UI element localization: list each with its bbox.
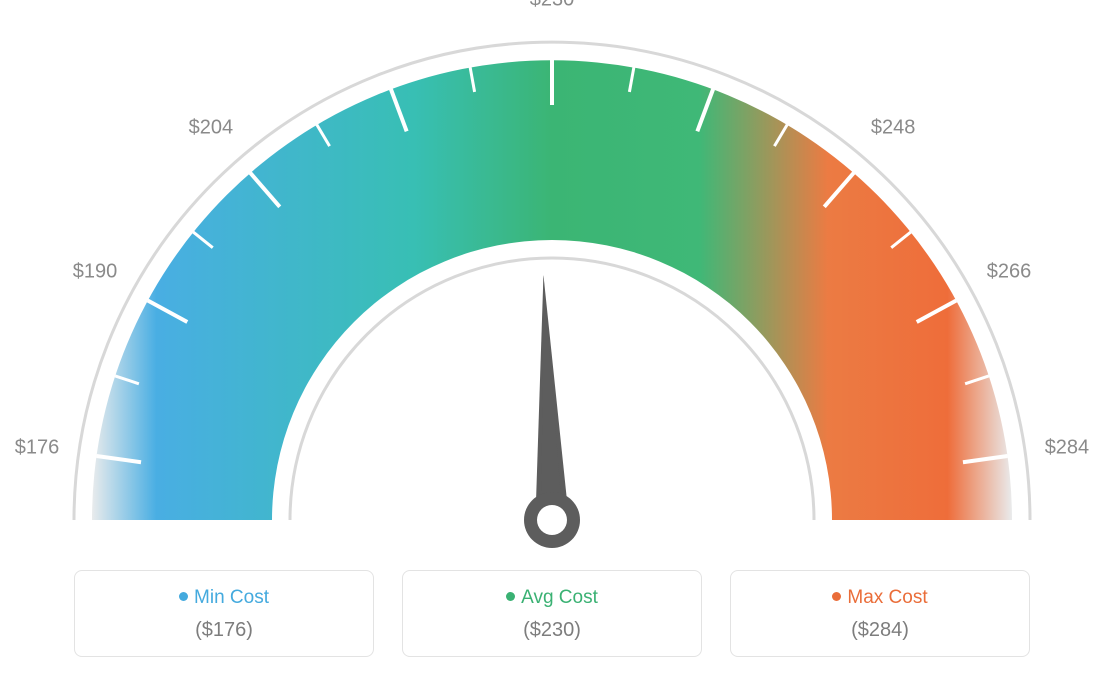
legend-dot-icon — [179, 592, 188, 601]
legend-value: ($176) — [75, 619, 373, 642]
legend-value: ($284) — [731, 619, 1029, 642]
cost-gauge: $176 $190 $204 $230 $248 $266 $284 — [0, 0, 1104, 570]
gauge-svg — [0, 0, 1104, 570]
legend-dot-icon — [506, 592, 515, 601]
legend-card: Min Cost ($176) — [74, 570, 374, 657]
gauge-tick-label: $284 — [1045, 436, 1090, 459]
gauge-tick-label: $204 — [189, 116, 234, 139]
legend-title-text: Avg Cost — [521, 587, 598, 608]
gauge-tick-label: $176 — [15, 436, 60, 459]
legend-title: Min Cost — [75, 587, 373, 609]
legend-row: Min Cost ($176) Avg Cost ($230) Max Cost ($28… — [0, 570, 1104, 657]
gauge-needle-body — [541, 275, 563, 522]
gauge-tick-label: $230 — [530, 0, 575, 12]
legend-title: Max Cost — [731, 587, 1029, 609]
gauge-tick-label: $248 — [871, 116, 916, 139]
gauge-tick-label: $266 — [987, 260, 1032, 283]
legend-card: Max Cost ($284) — [730, 570, 1030, 657]
gauge-tick-label: $190 — [73, 260, 118, 283]
legend-value: ($230) — [403, 619, 701, 642]
legend-title-text: Max Cost — [847, 587, 927, 608]
gauge-hub-inner — [537, 505, 567, 535]
legend-dot-icon — [832, 592, 841, 601]
legend-title: Avg Cost — [403, 587, 701, 609]
legend-title-text: Min Cost — [194, 587, 269, 608]
legend-card: Avg Cost ($230) — [402, 570, 702, 657]
